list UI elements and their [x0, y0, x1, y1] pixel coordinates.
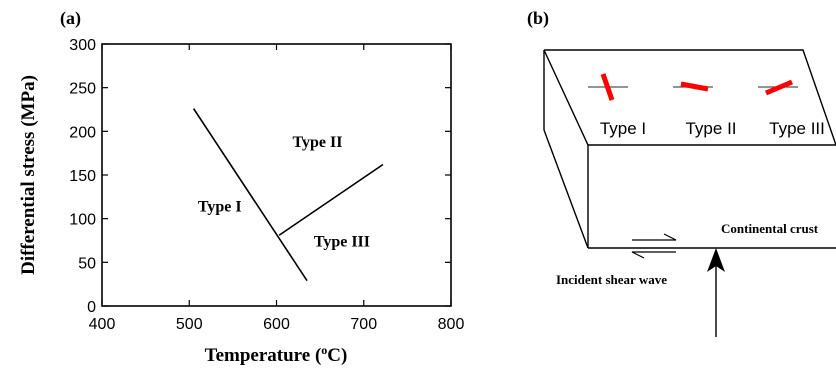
y-tick-label: 200 [69, 124, 96, 141]
plot-frame [101, 43, 452, 307]
x-tick-label: 600 [263, 316, 290, 333]
y-tick-label: 250 [69, 81, 96, 98]
type-i-red-bar [600, 73, 615, 101]
region-label: Type II [293, 134, 343, 151]
anisotropy-symbols [588, 73, 798, 101]
type-iii-label: Type III [769, 119, 825, 138]
region-label: Type I [198, 199, 242, 216]
shear-arrow-right [632, 233, 677, 241]
panel-b-label: (b) [527, 8, 549, 29]
type-ii-label: Type II [685, 119, 736, 138]
region-labels: Type I Type II Type III [198, 134, 370, 251]
type-iii-symbol [758, 79, 798, 96]
crust-block [543, 49, 836, 249]
x-tick-label: 400 [89, 316, 116, 333]
type-i-symbol [588, 73, 628, 101]
y-tick-label: 100 [69, 212, 96, 229]
boundary-line-2 [278, 163, 384, 236]
boundary-line-1 [192, 108, 308, 282]
type-ii-red-bar [680, 81, 709, 92]
x-tick-label: 500 [176, 316, 203, 333]
x-axis-label: Temperature (oC) [205, 343, 348, 366]
shear-sense-arrows [631, 233, 677, 259]
y-tick-label: 0 [87, 299, 96, 316]
shear-arrow-left [631, 251, 676, 259]
panel-a: (a) 400 500 600 700 800 0 50 100 150 200 250 300 T… [18, 8, 464, 366]
type-i-label: Type I [600, 119, 646, 138]
panel-b: (b) Type I Type II Type [527, 8, 836, 337]
incident-wave-arrow [707, 248, 725, 337]
boundary-lines [192, 108, 384, 282]
y-tick-label: 50 [78, 255, 96, 272]
y-tick-label: 150 [69, 168, 96, 185]
panel-a-label: (a) [60, 8, 81, 29]
y-tick-label: 300 [69, 37, 96, 54]
x-axis-label-end: C) [327, 345, 347, 366]
region-label: Type III [314, 234, 370, 251]
x-tick-label: 800 [438, 316, 465, 333]
x-tick-label: 700 [350, 316, 377, 333]
x-axis-label-main: Temperature ( [205, 345, 322, 366]
block-left-bottom-edge [543, 129, 589, 249]
x-ticks: 400 500 600 700 800 [89, 44, 465, 333]
type-iii-red-bar [765, 79, 793, 96]
y-axis-label: Differential stress (MPa) [18, 75, 39, 275]
continental-crust-label: Continental crust [721, 221, 819, 236]
type-ii-symbol [673, 81, 713, 92]
incident-shear-wave-label: Incident shear wave [556, 272, 667, 287]
y-ticks: 0 50 100 150 200 250 300 [69, 37, 451, 316]
x-axis-label-sup: o [321, 343, 327, 357]
incident-wave-arrowhead [707, 248, 725, 272]
